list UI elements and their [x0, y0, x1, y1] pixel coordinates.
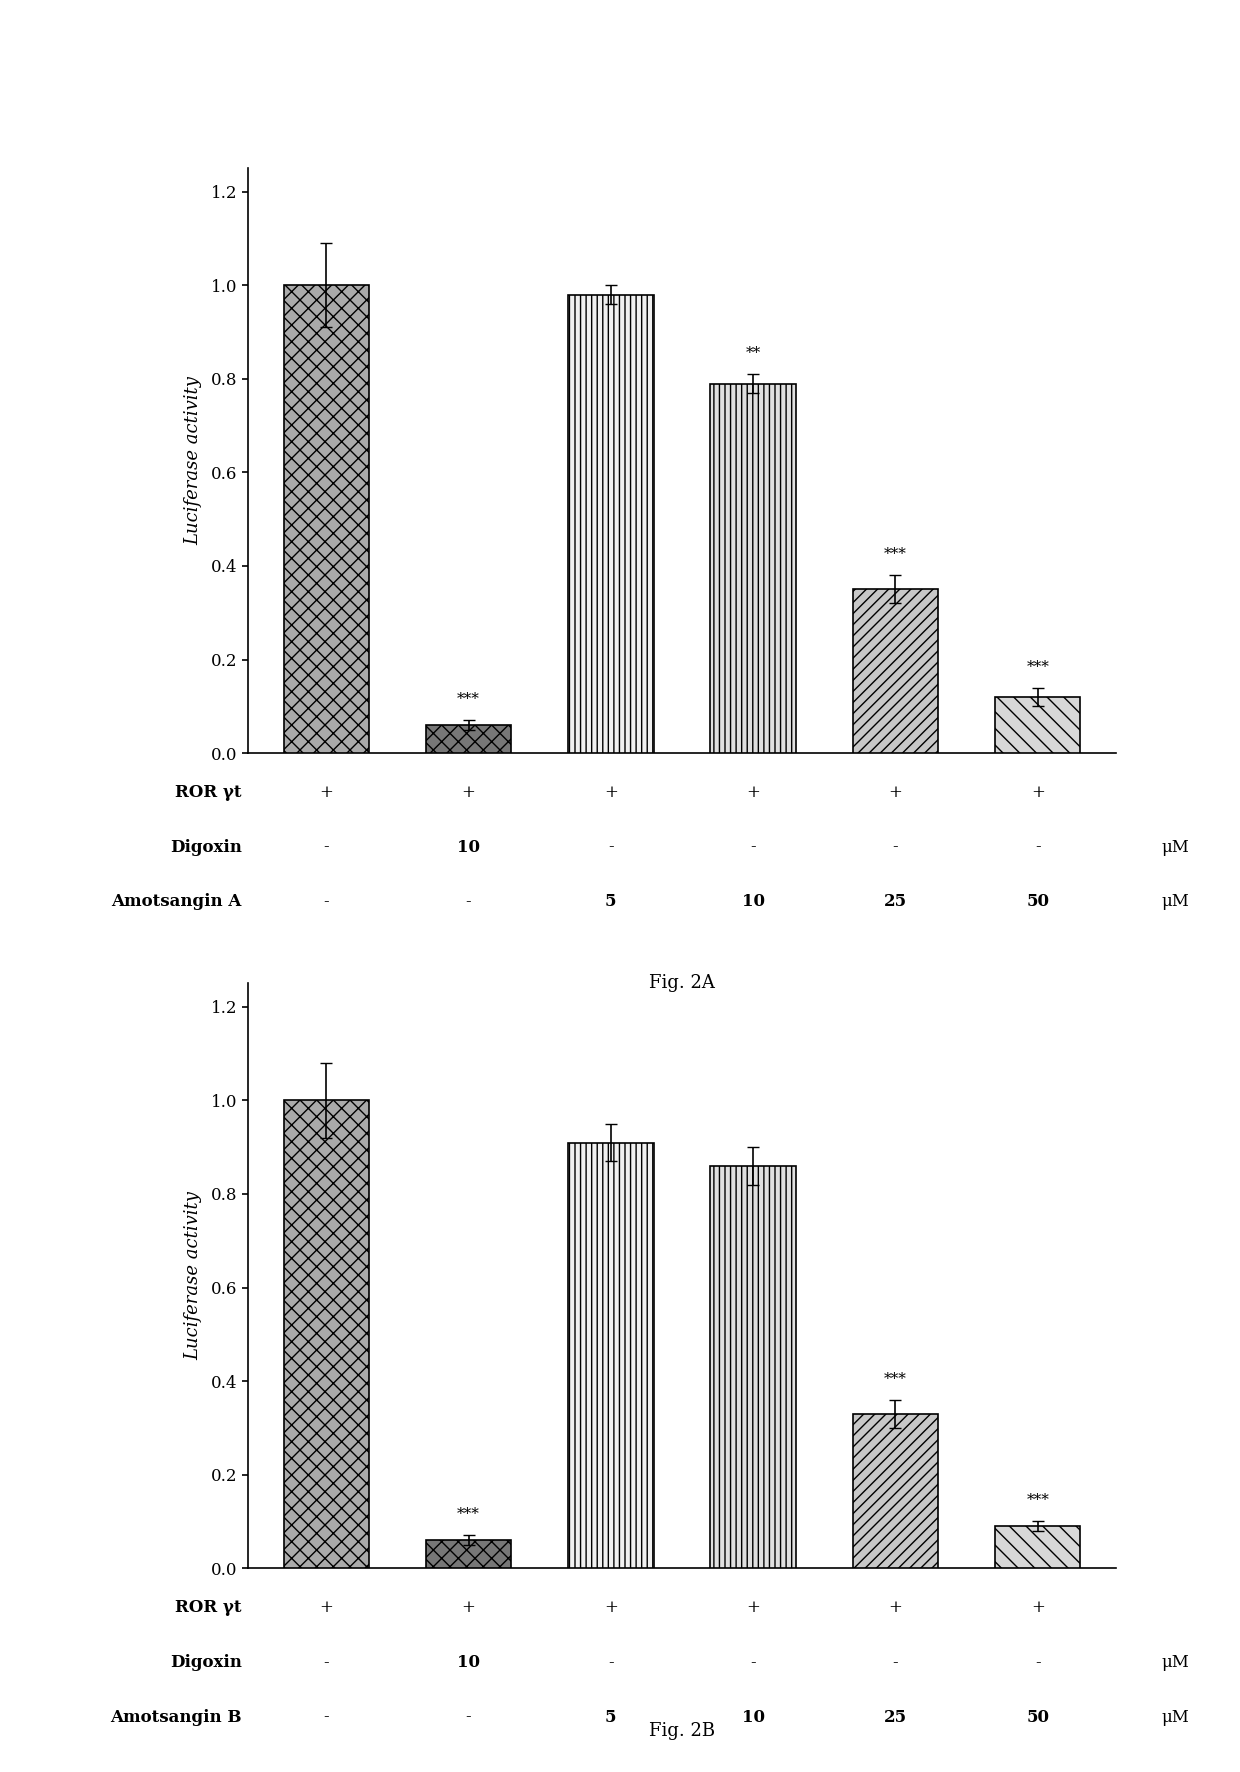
Text: ROR γt: ROR γt — [175, 783, 242, 801]
Text: -: - — [324, 1708, 329, 1726]
Text: Fig. 2B: Fig. 2B — [649, 1722, 715, 1740]
Text: μM: μM — [1162, 1708, 1189, 1726]
Text: -: - — [893, 1653, 898, 1671]
Text: ***: *** — [884, 1372, 906, 1386]
Text: Amotsangin B: Amotsangin B — [110, 1708, 242, 1726]
Text: μM: μM — [1162, 1653, 1189, 1671]
Text: -: - — [324, 838, 329, 856]
Bar — [853, 1414, 939, 1568]
Text: -: - — [466, 893, 471, 911]
Bar — [284, 1100, 370, 1568]
Text: -: - — [608, 838, 614, 856]
Text: 25: 25 — [884, 893, 906, 911]
Bar — [711, 1166, 796, 1568]
Text: 10: 10 — [458, 1653, 480, 1671]
Text: Fig. 2A: Fig. 2A — [649, 975, 715, 992]
Text: 10: 10 — [742, 1708, 765, 1726]
Text: -: - — [324, 893, 329, 911]
Text: 50: 50 — [1027, 1708, 1049, 1726]
Text: 50: 50 — [1027, 893, 1049, 911]
Text: +: + — [889, 1598, 903, 1616]
Bar — [284, 285, 370, 753]
Text: μM: μM — [1162, 838, 1189, 856]
Text: -: - — [750, 838, 756, 856]
Text: -: - — [1035, 838, 1040, 856]
Text: +: + — [461, 1598, 475, 1616]
Text: Digoxin: Digoxin — [170, 838, 242, 856]
Text: 25: 25 — [884, 1708, 906, 1726]
Y-axis label: Luciferase activity: Luciferase activity — [185, 1191, 203, 1361]
Text: +: + — [604, 783, 618, 801]
Bar — [853, 590, 939, 753]
Bar — [568, 1143, 653, 1568]
Text: +: + — [320, 1598, 334, 1616]
Bar — [425, 725, 511, 753]
Text: +: + — [604, 1598, 618, 1616]
Text: Amotsangin A: Amotsangin A — [112, 893, 242, 911]
Text: 5: 5 — [605, 1708, 616, 1726]
Text: +: + — [746, 783, 760, 801]
Bar — [425, 1540, 511, 1568]
Text: 10: 10 — [742, 893, 765, 911]
Text: +: + — [461, 783, 475, 801]
Y-axis label: Luciferase activity: Luciferase activity — [185, 376, 203, 546]
Text: -: - — [750, 1653, 756, 1671]
Text: -: - — [893, 838, 898, 856]
Text: ***: *** — [458, 693, 480, 707]
Text: ***: *** — [1027, 659, 1049, 673]
Text: -: - — [1035, 1653, 1040, 1671]
Text: -: - — [608, 1653, 614, 1671]
Text: -: - — [324, 1653, 329, 1671]
Bar — [568, 294, 653, 753]
Text: 5: 5 — [605, 893, 616, 911]
Text: ROR γt: ROR γt — [175, 1598, 242, 1616]
Text: -: - — [466, 1708, 471, 1726]
Text: ***: *** — [884, 548, 906, 562]
Bar — [711, 383, 796, 753]
Text: ***: *** — [1027, 1494, 1049, 1508]
Text: +: + — [1030, 1598, 1044, 1616]
Bar — [994, 696, 1080, 753]
Bar — [994, 1526, 1080, 1568]
Text: 10: 10 — [458, 838, 480, 856]
Text: +: + — [889, 783, 903, 801]
Text: μM: μM — [1162, 893, 1189, 911]
Text: **: ** — [745, 346, 761, 360]
Text: +: + — [320, 783, 334, 801]
Text: +: + — [1030, 783, 1044, 801]
Text: ***: *** — [458, 1508, 480, 1522]
Text: +: + — [746, 1598, 760, 1616]
Text: Digoxin: Digoxin — [170, 1653, 242, 1671]
